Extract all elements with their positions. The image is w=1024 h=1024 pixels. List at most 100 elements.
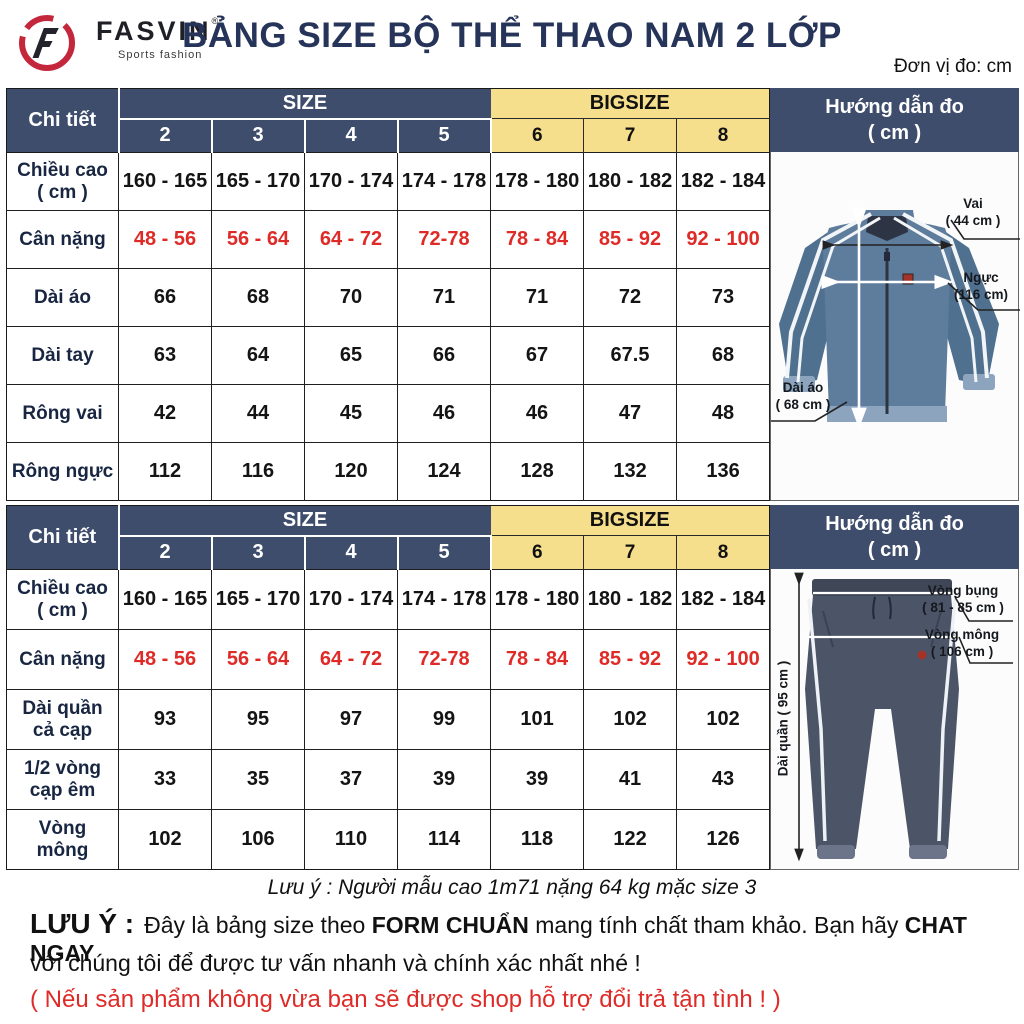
value-cell: 64 - 72 (304, 210, 398, 269)
value-cell: 92 - 100 (676, 629, 771, 690)
value-cell: 56 - 64 (211, 210, 305, 269)
value-cell: 180 - 182 (583, 569, 678, 630)
brand-name: FASVIN (96, 16, 212, 46)
value-cell: 68 (676, 326, 771, 385)
value-cell: 132 (583, 442, 678, 501)
table-row: Dài áo 66 68 70 71 71 72 73 (6, 268, 771, 327)
value-cell: 106 (211, 809, 305, 870)
row-label: Cân nặng (6, 629, 119, 690)
pants-length-annotation: Dài quần ( 95 cm ) (775, 660, 791, 777)
size-col-header: 4 (304, 118, 399, 153)
value-cell: 124 (396, 442, 492, 501)
model-note: Lưu ý : Người mẫu cao 1m71 nặng 64 kg mặ… (267, 876, 757, 899)
value-cell: 99 (396, 689, 492, 750)
value-cell: 78 - 84 (490, 210, 585, 269)
value-cell: 71 (490, 268, 585, 327)
guide-subtitle: ( cm ) (867, 122, 922, 144)
value-cell: 43 (676, 749, 771, 810)
table-row: Rông vai 42 44 45 46 46 47 48 (6, 384, 771, 443)
brand-tagline: Sports fashion (118, 49, 203, 61)
value-cell: 63 (118, 326, 212, 385)
corner-header: Chi tiết (6, 505, 120, 570)
table-row: 1/2 vòng cạp êm 33 35 37 39 39 41 43 (6, 749, 771, 810)
value-cell: 48 - 56 (118, 629, 212, 690)
value-cell: 39 (396, 749, 492, 810)
warning-label: LƯU Ý : (30, 908, 135, 939)
warning-line-2: với chúng tôi để được tư vấn nhanh và ch… (30, 950, 641, 976)
value-cell: 95 (211, 689, 305, 750)
warning-line: LƯU Ý : Đây là bảng size theo FORM CHUẨN … (30, 908, 1024, 967)
bigsize-col-header: 8 (676, 535, 771, 570)
table-row: Rông ngực 112 116 120 124 128 132 136 (6, 442, 771, 501)
row-label: Rông vai (6, 384, 119, 443)
value-cell: 126 (676, 809, 771, 870)
size-group-header: SIZE (118, 88, 491, 120)
table-row: Cân nặng 48 - 56 56 - 64 64 - 72 72-78 78 - 8… (6, 210, 771, 269)
pants-image-area: Vòng bụng ( 81 - 85 cm ) Vòng mông ( 106… (770, 569, 1020, 870)
value-cell: 33 (118, 749, 212, 810)
value-cell: 120 (304, 442, 398, 501)
bigsize-group-header: BIGSIZE (490, 505, 771, 536)
table-row: Dài quần cả cạp 93 95 97 99 101 102 102 (6, 689, 771, 750)
row-label: Dài quần cả cạp (6, 689, 119, 750)
value-cell: 65 (304, 326, 398, 385)
value-cell: 102 (118, 809, 212, 870)
value-cell: 48 - 56 (118, 210, 212, 269)
value-cell: 71 (396, 268, 492, 327)
value-cell: 118 (490, 809, 585, 870)
bigsize-col-header: 7 (583, 118, 678, 153)
row-label: Cân nặng (6, 210, 119, 269)
value-cell: 85 - 92 (583, 629, 678, 690)
table-row: Vòng mông 102 106 110 114 118 122 126 (6, 809, 771, 870)
hip-annotation: Vòng mông ( 106 cm ) (924, 627, 1000, 659)
value-cell: 73 (676, 268, 771, 327)
value-cell: 67 (490, 326, 585, 385)
page-header: FASVIN® Sports fashion BẢNG SIZE BỘ THỂ … (0, 0, 1024, 86)
value-cell: 72 (583, 268, 678, 327)
value-cell: 128 (490, 442, 585, 501)
value-cell: 178 - 180 (490, 569, 585, 630)
shoulder-annotation: Vai ( 44 cm ) (945, 196, 1001, 228)
table-row: Dài tay 63 64 65 66 67 67.5 68 (6, 326, 771, 385)
value-cell: 182 - 184 (676, 569, 771, 630)
row-label: Chiều cao ( cm ) (6, 569, 119, 630)
value-cell: 45 (304, 384, 398, 443)
table-row: Cân nặng 48 - 56 56 - 64 64 - 72 72-78 78 - 8… (6, 629, 771, 690)
value-cell: 182 - 184 (676, 152, 771, 211)
value-cell: 66 (118, 268, 212, 327)
value-cell: 64 - 72 (304, 629, 398, 690)
value-cell: 160 - 165 (118, 569, 212, 630)
size-col-header: 5 (397, 535, 492, 570)
table-row: Chiều cao ( cm ) 160 - 165 165 - 170 170 - … (6, 152, 771, 211)
value-cell: 102 (583, 689, 678, 750)
value-cell: 47 (583, 384, 678, 443)
guide-subtitle: ( cm ) (867, 539, 922, 561)
value-cell: 136 (676, 442, 771, 501)
value-cell: 70 (304, 268, 398, 327)
bigsize-col-header: 8 (676, 118, 771, 153)
value-cell: 72-78 (396, 629, 492, 690)
bigsize-col-header: 7 (583, 535, 678, 570)
pants-measure-guide: Hướng dẫn đo ( cm ) (770, 505, 1020, 870)
value-cell: 93 (118, 689, 212, 750)
value-cell: 48 (676, 384, 771, 443)
value-cell: 170 - 174 (304, 569, 398, 630)
value-cell: 67.5 (583, 326, 678, 385)
value-cell: 160 - 165 (118, 152, 212, 211)
row-label: 1/2 vòng cạp êm (6, 749, 119, 810)
value-cell: 46 (396, 384, 492, 443)
jacket-measure-guide: Hướng dẫn đo ( cm ) (770, 88, 1021, 501)
row-label: Vòng mông (6, 809, 119, 870)
registered-mark: ® (211, 16, 219, 26)
value-cell: 44 (211, 384, 305, 443)
value-cell: 39 (490, 749, 585, 810)
jacket-illustration (771, 207, 1021, 429)
value-cell: 97 (304, 689, 398, 750)
guide-title: Hướng dẫn đo (825, 96, 964, 118)
chest-annotation: Ngực (116 cm) (954, 270, 1009, 302)
value-cell: 42 (118, 384, 212, 443)
